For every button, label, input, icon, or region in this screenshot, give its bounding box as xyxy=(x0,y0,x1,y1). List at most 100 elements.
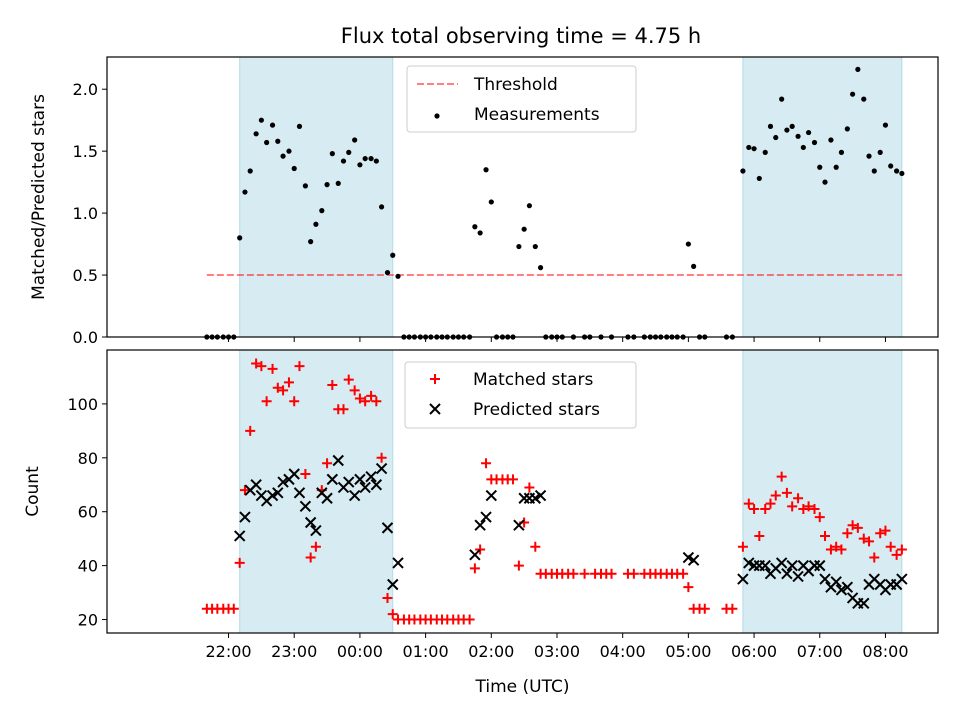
measurement-point xyxy=(258,117,264,123)
chart-title: Flux total observing time = 4.75 h xyxy=(341,24,701,48)
predicted-point xyxy=(841,581,854,593)
measurement-point xyxy=(767,123,774,129)
measurement-point xyxy=(253,131,259,137)
predicted-point xyxy=(387,578,399,591)
measurement-point xyxy=(828,137,834,143)
measurement-point xyxy=(871,168,877,174)
matched-point xyxy=(327,380,338,391)
predicted-point xyxy=(348,489,361,502)
predicted-point xyxy=(293,487,306,499)
predicted-point xyxy=(359,481,371,494)
matched-point xyxy=(234,557,245,568)
measurement-point xyxy=(390,252,396,258)
measurement-point xyxy=(346,149,352,155)
measurement-point xyxy=(685,241,691,247)
predicted-point xyxy=(370,479,383,491)
measurement-point xyxy=(899,170,905,177)
predicted-point xyxy=(858,597,870,610)
measurement-point xyxy=(526,203,532,209)
measurement-point xyxy=(795,133,801,139)
matched-point xyxy=(743,498,754,509)
x-tick-label: 05:00 xyxy=(665,642,711,661)
measurement-point xyxy=(833,164,839,170)
matched-point xyxy=(349,385,360,396)
matched-point xyxy=(891,549,902,560)
matched-point xyxy=(803,501,814,512)
measurement-point xyxy=(488,199,494,205)
measurement-point xyxy=(378,204,385,210)
measurement-point xyxy=(784,127,790,133)
matched-point xyxy=(300,468,311,479)
matched-point xyxy=(875,528,886,539)
matched-point xyxy=(294,361,305,372)
measurement-point xyxy=(532,243,538,250)
matched-point xyxy=(261,396,272,407)
bottom-series-0 xyxy=(201,358,907,625)
matched-point xyxy=(343,374,354,385)
matched-point xyxy=(737,541,748,552)
matched-point xyxy=(776,471,787,482)
top-y-tick-label: 1.0 xyxy=(73,204,98,223)
bottom-y-tick-label: 60 xyxy=(78,503,98,522)
matched-point xyxy=(820,530,831,541)
matched-point xyxy=(814,512,825,523)
matched-point xyxy=(513,560,524,571)
legend-matched-label: Matched stars xyxy=(473,370,593,390)
legend-box xyxy=(404,361,637,429)
matched-point xyxy=(283,377,294,388)
matched-point xyxy=(322,458,333,469)
measurement-point xyxy=(291,165,297,172)
matched-point xyxy=(272,382,283,393)
measurement-point xyxy=(866,153,872,159)
matched-point xyxy=(267,363,278,374)
matched-point xyxy=(858,533,869,544)
predicted-point xyxy=(469,549,481,561)
matched-point xyxy=(852,522,863,533)
predicted-point xyxy=(896,573,908,585)
predicted-point xyxy=(321,492,333,504)
legend-matched-swatch xyxy=(430,374,440,384)
top-y-tick-label: 0.0 xyxy=(73,328,98,347)
measurement-point xyxy=(850,91,856,97)
measurement-point xyxy=(789,123,795,129)
predicted-point xyxy=(835,584,848,596)
predicted-point xyxy=(354,473,366,486)
measurement-point xyxy=(805,129,812,136)
measurement-point xyxy=(773,134,779,141)
predicted-point xyxy=(343,476,355,488)
matched-point xyxy=(831,541,842,552)
measurement-point xyxy=(384,269,391,276)
matched-point xyxy=(289,396,300,407)
matched-point xyxy=(809,504,820,515)
measurement-point xyxy=(855,66,861,72)
measurement-point xyxy=(286,148,292,154)
bottom-series-1 xyxy=(233,454,908,610)
matched-point xyxy=(880,525,891,536)
top-y-axis-label: Matched/Predicted stars xyxy=(29,94,49,300)
x-tick-label: 06:00 xyxy=(731,642,777,661)
top-axes-frame xyxy=(106,56,939,338)
measurement-point xyxy=(740,168,746,174)
predicted-point xyxy=(814,559,826,572)
top-y-tick-label: 0.5 xyxy=(73,266,98,285)
matched-point xyxy=(475,544,486,555)
matched-point xyxy=(896,544,907,555)
measurement-point xyxy=(817,164,823,170)
matched-point xyxy=(239,485,250,496)
matched-point xyxy=(360,396,371,407)
legend-predicted-label: Predicted stars xyxy=(473,400,600,420)
measurement-point xyxy=(746,144,752,151)
matched-point xyxy=(760,504,771,515)
matched-point xyxy=(251,358,262,369)
predicted-point xyxy=(381,522,394,534)
measurement-point xyxy=(762,149,768,155)
measurement-point xyxy=(691,263,697,269)
matched-point xyxy=(699,603,710,614)
matched-point xyxy=(727,603,738,614)
matched-point xyxy=(770,490,781,501)
measurement-point xyxy=(811,139,818,146)
measurement-point xyxy=(751,146,757,152)
predicted-point xyxy=(239,511,251,523)
measurement-point xyxy=(340,158,347,164)
